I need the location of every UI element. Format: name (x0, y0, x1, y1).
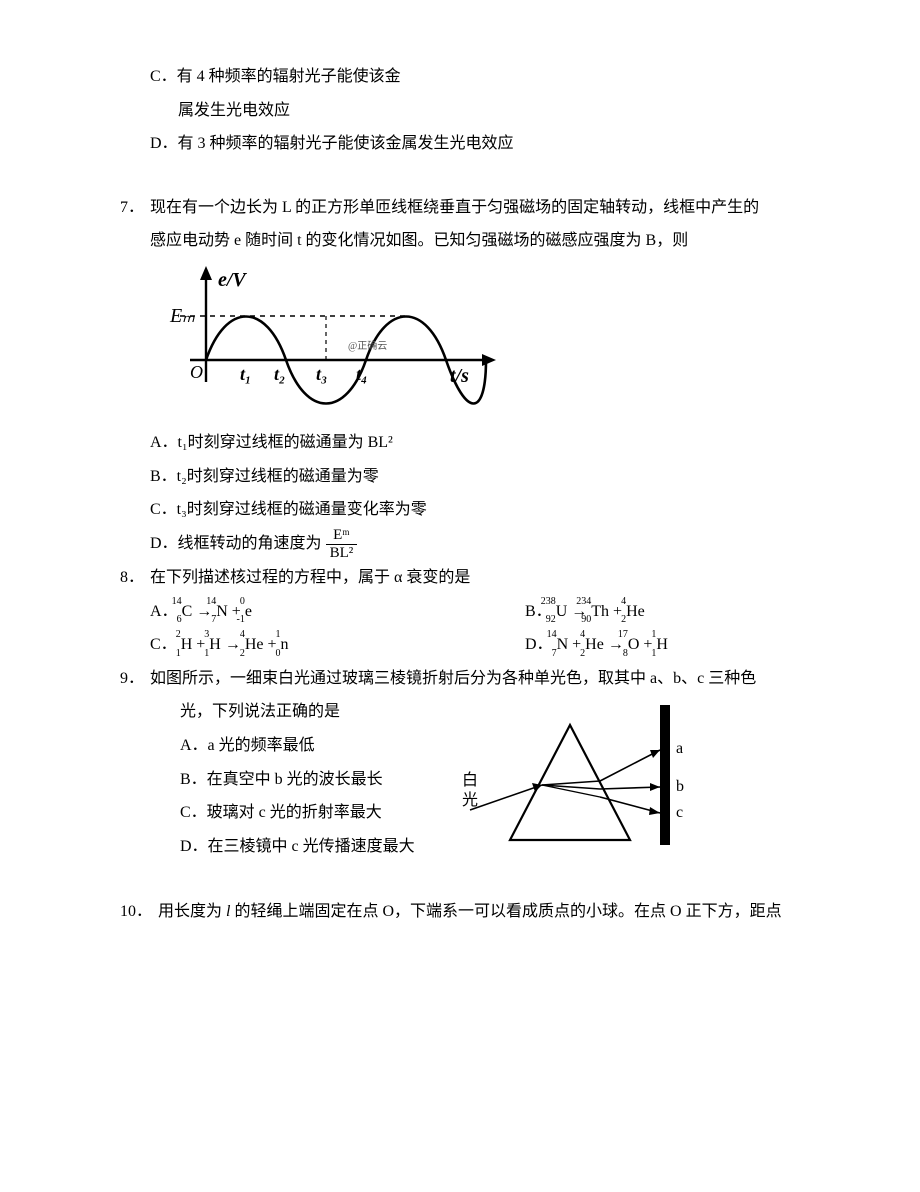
q7-sine-graph: e/V Eₘ O t₁ t₂ t₃ t₄ t/s @正确云 (150, 262, 510, 422)
q8-d-eq: 147N + 42He → 178O + 11H (557, 636, 668, 653)
q7-choice-c: C．t₃时刻穿过线框的磁通量变化率为零 (150, 493, 900, 527)
q7-t2: t₂ (274, 364, 285, 384)
q9-choice-d: D．在三棱镜中 c 光传播速度最大 (180, 830, 450, 864)
q7-Em: Eₘ (169, 305, 195, 327)
q7-choice-a: A．t₁时刻穿过线框的磁通量为 BL² (150, 426, 900, 460)
q8-number: 8． (120, 561, 150, 595)
q8-c-eq: 21H + 31H → 42He + 10n (181, 636, 289, 653)
q7-O: O (190, 362, 203, 382)
q9-choices: 光，下列说法正确的是 A．a 光的频率最低 B．在真空中 b 光的波长最长 C．… (150, 695, 450, 863)
q7-number: 7． (120, 191, 150, 225)
q7-frac-den: BL² (326, 545, 358, 562)
q8: 8． 在下列描述核过程的方程中，属于 α 衰变的是 A． 146C → 147N… (120, 561, 900, 662)
q9-choice-a: A．a 光的频率最低 (180, 729, 450, 763)
q6-choice-c: C．有 4 种频率的辐射光子能使该金 (150, 60, 900, 94)
q8-stem: 在下列描述核过程的方程中，属于 α 衰变的是 (150, 561, 900, 595)
q9-label-c: c (676, 804, 683, 821)
q9-choice-c: C．玻璃对 c 光的折射率最大 (180, 796, 450, 830)
q9-number: 9． (120, 662, 150, 696)
q8-body: 在下列描述核过程的方程中，属于 α 衰变的是 A． 146C → 147N + … (150, 561, 900, 662)
q6-d: D．有 3 种频率的辐射光子能使该金属发生光电效应 (150, 135, 514, 152)
exam-page: C．有 4 种频率的辐射光子能使该金 属发生光电效应 D．有 3 种频率的辐射光… (120, 60, 900, 929)
q8-choice-a: A． 146C → 147N + 0-1e (150, 595, 525, 629)
q9-body: 如图所示，一细束白光通过玻璃三棱镜折射后分为各种单光色，取其中 a、b、c 三种… (150, 662, 900, 866)
q6-c-line2: 属发生光电效应 (178, 102, 290, 119)
q9-label-white2: 光 (462, 791, 478, 809)
q7-stem-2: 感应电动势 e 随时间 t 的变化情况如图。已知匀强磁场的磁感应强度为 B，则 (150, 224, 900, 258)
q9-choice-b: B．在真空中 b 光的波长最长 (180, 763, 450, 797)
q7-d-pre: D．线框转动的角速度为 (150, 535, 322, 552)
q9-prism-figure: a b c 白 光 (450, 695, 710, 865)
q8-b-eq: 23892U → 23490Th + 42He (556, 603, 645, 620)
q6-c-line1: C．有 4 种频率的辐射光子能使该金 (150, 68, 401, 85)
q9-figure-wrap: a b c 白 光 (450, 695, 900, 865)
q9-stem-1: 如图所示，一细束白光通过玻璃三棱镜折射后分为各种单光色，取其中 a、b、c 三种… (150, 662, 900, 696)
q8-a-eq: 146C → 147N + 0-1e (182, 603, 252, 620)
q7-t4: t₄ (356, 364, 367, 384)
q10: 10． 用长度为 l 的轻绳上端固定在点 O，下端系一可以看成质点的小球。在点 … (120, 895, 900, 929)
q7-choice-d: D．线框转动的角速度为 Eᵐ BL² (150, 527, 900, 561)
watermark: @正确云 (348, 339, 387, 352)
q7-d-fraction: Eᵐ BL² (326, 527, 358, 561)
q8-choice-b: B． 23892U → 23490Th + 42He (525, 595, 900, 629)
q7-t3: t₃ (316, 364, 327, 384)
q7: 7． 现在有一个边长为 L 的正方形单匝线框绕垂直于匀强磁场的固定轴转动，线框中… (120, 191, 900, 561)
q6-choice-d: D．有 3 种频率的辐射光子能使该金属发生光电效应 (150, 127, 900, 161)
q7-xlabel: t/s (450, 365, 469, 387)
q7-stem-1: 现在有一个边长为 L 的正方形单匝线框绕垂直于匀强磁场的固定轴转动，线框中产生的 (150, 191, 900, 225)
q7-choice-b: B．t₂时刻穿过线框的磁通量为零 (150, 460, 900, 494)
q10-stem: 用长度为 l 的轻绳上端固定在点 O，下端系一可以看成质点的小球。在点 O 正下… (158, 903, 782, 920)
q8-choice-c: C． 21H + 31H → 42He + 10n (150, 628, 525, 662)
q9-stem-2: 光，下列说法正确的是 (180, 695, 450, 729)
q7-body: 现在有一个边长为 L 的正方形单匝线框绕垂直于匀强磁场的固定轴转动，线框中产生的… (150, 191, 900, 561)
q9-label-a: a (676, 740, 683, 757)
q8-choice-d: D． 147N + 42He → 178O + 11H (525, 628, 900, 662)
q7-frac-num: Eᵐ (326, 527, 358, 545)
q10-number: 10． (120, 895, 158, 929)
q10-body: 用长度为 l 的轻绳上端固定在点 O，下端系一可以看成质点的小球。在点 O 正下… (158, 895, 900, 929)
q7-t1: t₁ (240, 364, 251, 384)
q6-choice-c-cont: 属发生光电效应 (178, 94, 900, 128)
q9-label-white1: 白 (462, 771, 478, 789)
q7-ylabel: e/V (218, 269, 247, 291)
q9-label-b: b (676, 778, 684, 795)
q9: 9． 如图所示，一细束白光通过玻璃三棱镜折射后分为各种单光色，取其中 a、b、c… (120, 662, 900, 866)
